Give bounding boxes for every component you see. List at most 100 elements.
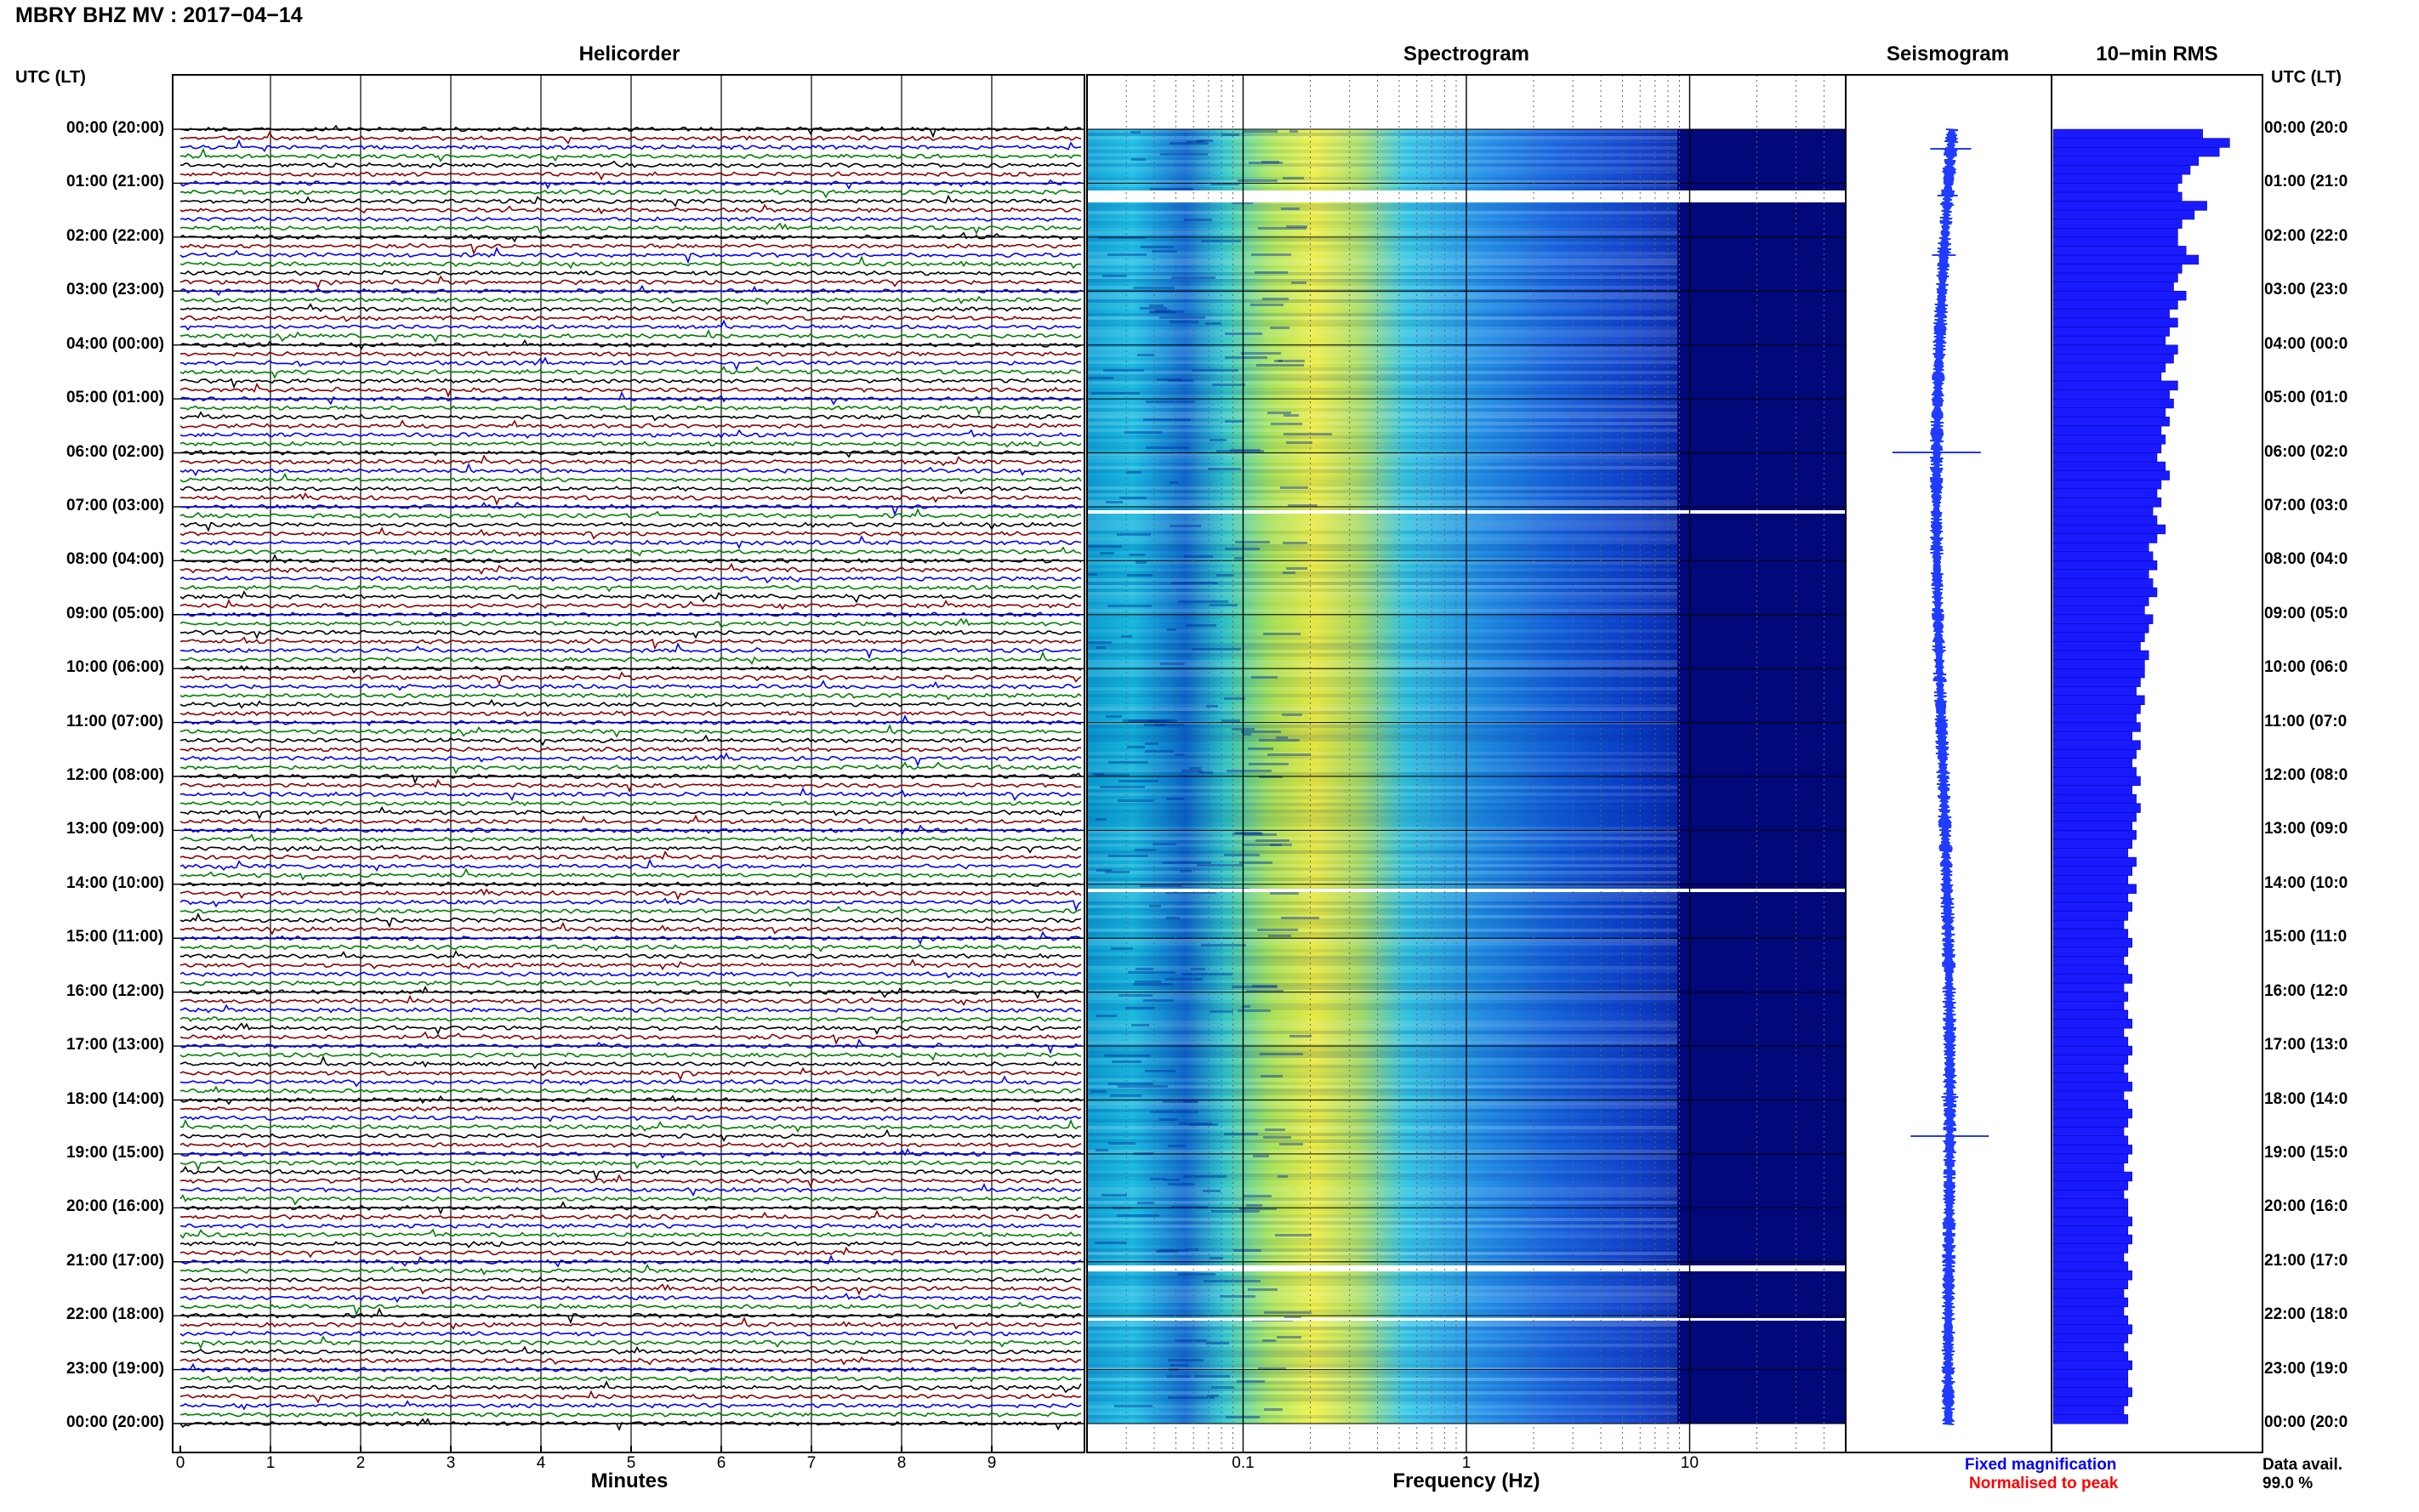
spectrogram-stripe [1087,1262,1682,1265]
spectrogram-stripe [1087,1401,1682,1405]
spectrogram-stripe [1087,1282,1682,1286]
spectrogram-low-cell [1206,1342,1229,1344]
time-label-right: 13:00 (09:0 [2264,820,2348,838]
spectrogram-stripe [1087,1313,1682,1316]
spectrogram-stripe [1087,1350,1682,1354]
helicorder-trace [179,710,1081,717]
spectrogram-stripe [1087,799,1682,803]
spectrogram-stripe [1087,1167,1682,1170]
rms-bar [2052,156,2200,166]
spectrogram-stripe [1087,1054,1682,1058]
spectrogram-stripe [1087,714,1682,718]
spectrogram-low-cell [1135,981,1161,983]
spectrogram-stripe [1087,306,1682,310]
spectrogram-stripe [1087,786,1682,789]
rms-bar [2052,1387,2132,1397]
spectrogram-low-cell [1166,917,1180,919]
spectrogram-stripe [1087,769,1682,772]
rms-bar [2052,1180,2129,1191]
rms-bar [2052,183,2178,193]
rms-bar [2052,901,2132,912]
spectrogram-stripe [1087,551,1682,554]
helicorder-trace [179,1301,1082,1316]
spectrogram-low-cell [1232,986,1278,988]
seismogram-trace [1929,128,1959,1425]
rms-bar [2052,1324,2132,1334]
spectrogram-stripe [1087,833,1682,837]
spectrogram-stripe [1087,653,1682,657]
spectrogram-low-cell [1283,414,1299,417]
spectrogram-stripe [1087,1330,1682,1333]
spectrogram-stripe [1087,184,1682,187]
spectrogram-low-cell [1114,1405,1153,1407]
helicorder-trace [179,814,1082,825]
time-label-left: 14:00 (10:00) [66,873,165,892]
rms-bar [2052,138,2230,148]
spectrogram-low-cell [1145,1070,1176,1072]
spectrogram-stripe [1087,456,1682,459]
rms-bar [2052,1063,2125,1074]
helicorder-trace [179,692,1082,701]
spectrogram-stripe [1087,789,1682,793]
rms-bar [2052,254,2200,265]
spectrogram-stripe [1087,779,1682,782]
spectrogram-stripe [1087,823,1682,827]
spectrogram-low-cell [1232,202,1253,204]
spectrogram-low-cell [1239,1208,1277,1210]
spectrogram-stripe [1087,854,1682,857]
spectrogram-low-cell [1234,557,1243,560]
spectrogram-stripe [1087,364,1682,367]
helicorder-tick-label: 4 [536,1454,546,1472]
helicorder-trace [179,124,1082,139]
rms-bar [2052,812,2137,822]
spectrogram-low-cell [1165,891,1216,894]
helicorder-trace [179,897,1082,912]
rms-bar [2052,272,2178,283]
spectrogram-stripe [1087,350,1682,354]
helicorder-trace [179,1362,1082,1373]
spectrogram-stripe [1087,1310,1682,1313]
helicorder-trace [179,1194,1082,1206]
spectrogram-low-cell [1244,1195,1272,1197]
spectrogram-low-cell [1168,1145,1186,1147]
spectrogram-low-cell [1286,441,1312,444]
spectrogram-low-cell [1189,767,1201,770]
rms-bar [2052,1162,2125,1173]
helicorder-trace [179,1316,1082,1331]
rms-bar [2052,1360,2132,1371]
spectrogram-low-cell [1163,861,1211,864]
spectrogram-low-cell [1205,322,1221,325]
rms-bar [2052,919,2125,930]
helicorder-trace [179,617,1082,629]
spectrogram-low-cell [1225,356,1267,359]
spectrogram-stripe [1087,765,1682,769]
spectrogram-stripe [1087,486,1682,490]
time-label-left: 02:00 (22:00) [66,226,165,245]
spectrogram-low-cell [1270,892,1299,895]
helicorder-tick-label: 8 [896,1454,907,1472]
spectrogram-stripe [1087,1214,1682,1218]
spectrogram-stripe [1087,752,1682,755]
spectrogram-stripe [1087,497,1682,500]
spectrogram-low-cell [1208,468,1241,470]
spectrogram-stripe [1087,983,1682,986]
helicorder-tick-label: 0 [175,1454,185,1472]
spectrogram-low-cell [1184,555,1213,558]
spectrogram-stripe [1087,571,1682,575]
rms-bar [2052,299,2178,310]
spectrogram-stripe [1087,180,1682,184]
spectrogram-stripe [1087,956,1682,959]
rms-bar [2052,470,2170,480]
spectrogram-stripe [1087,1017,1682,1020]
spectrogram-stripe [1087,422,1682,425]
rms-bar [2052,524,2166,535]
spectrogram-low-cell [1108,761,1148,764]
spectrogram-stripe [1087,1320,1682,1323]
spectrogram-stripe [1087,1037,1682,1041]
spectrogram-low-cell [1191,968,1205,970]
helicorder-trace [179,1201,1082,1215]
rms-bar [2052,1000,2125,1011]
time-label-right: 16:00 (12:0 [2264,981,2348,1000]
spectrogram-stripe [1087,1279,1682,1282]
spectrogram-stripe [1087,929,1682,932]
